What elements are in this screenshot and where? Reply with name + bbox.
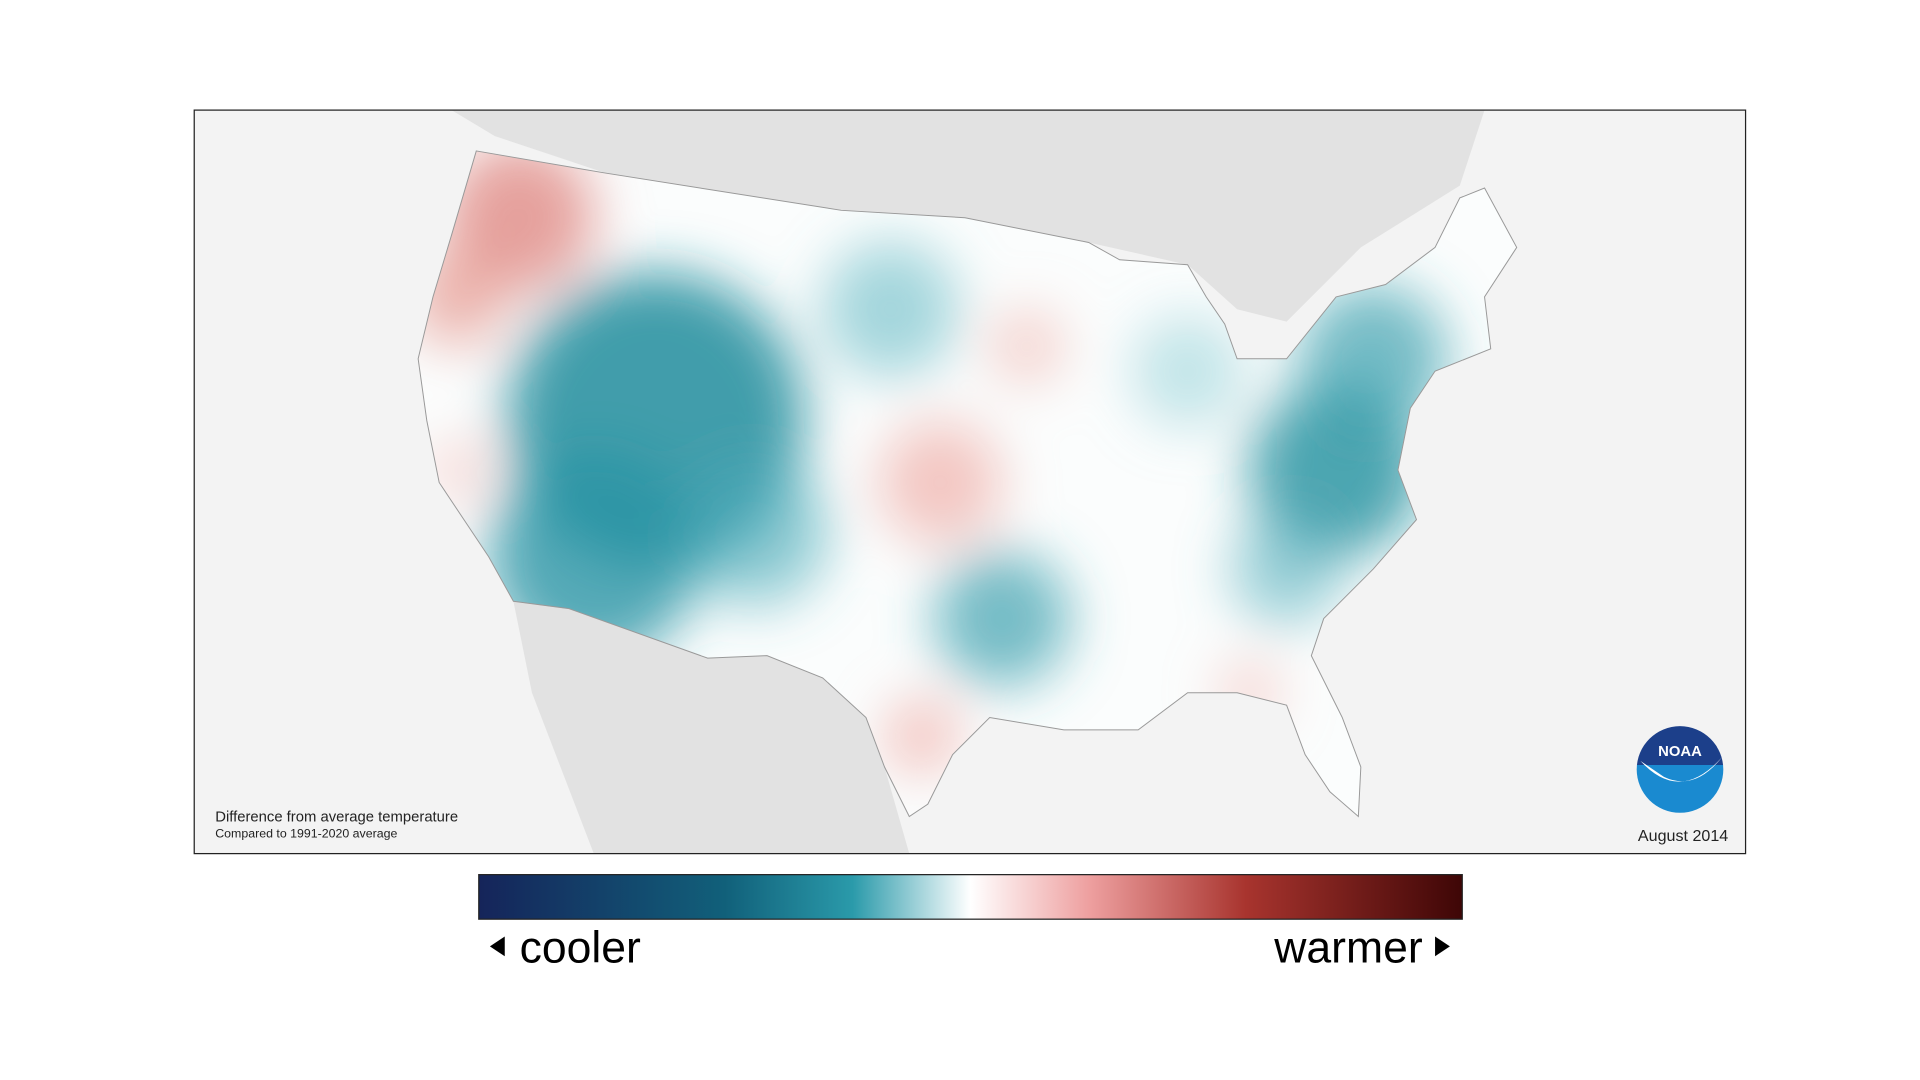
warm-area [989, 309, 1064, 384]
warm-area [426, 439, 489, 502]
right-arrow [1435, 936, 1450, 957]
anomaly-blobs [418, 150, 1448, 774]
warm-area [878, 420, 1003, 545]
warm-area [884, 698, 959, 774]
note-title: Difference from average temperature [215, 809, 458, 825]
cool-area [822, 241, 959, 378]
cool-area [680, 457, 829, 607]
warm-area [445, 150, 594, 291]
noaa-logo: NOAA [1636, 726, 1724, 813]
cool-area [1298, 284, 1448, 433]
color-scale [478, 874, 1463, 920]
note-subtitle: Compared to 1991-2020 average [215, 827, 397, 841]
legend-high: warmer [1273, 923, 1423, 972]
logo-circle [1636, 726, 1724, 813]
map-date: August 2014 [1638, 827, 1728, 845]
logo-bird [1640, 757, 1723, 782]
map-frame [193, 109, 1747, 855]
cool-area [1131, 315, 1244, 427]
map [194, 110, 1746, 854]
cool-area [934, 550, 1071, 687]
canada [451, 110, 1485, 322]
left-arrow [489, 936, 505, 957]
mexico [513, 601, 910, 854]
cool-area [1230, 513, 1343, 625]
logo-text: NOAA [1658, 744, 1702, 760]
legend-low: cooler [520, 923, 641, 972]
